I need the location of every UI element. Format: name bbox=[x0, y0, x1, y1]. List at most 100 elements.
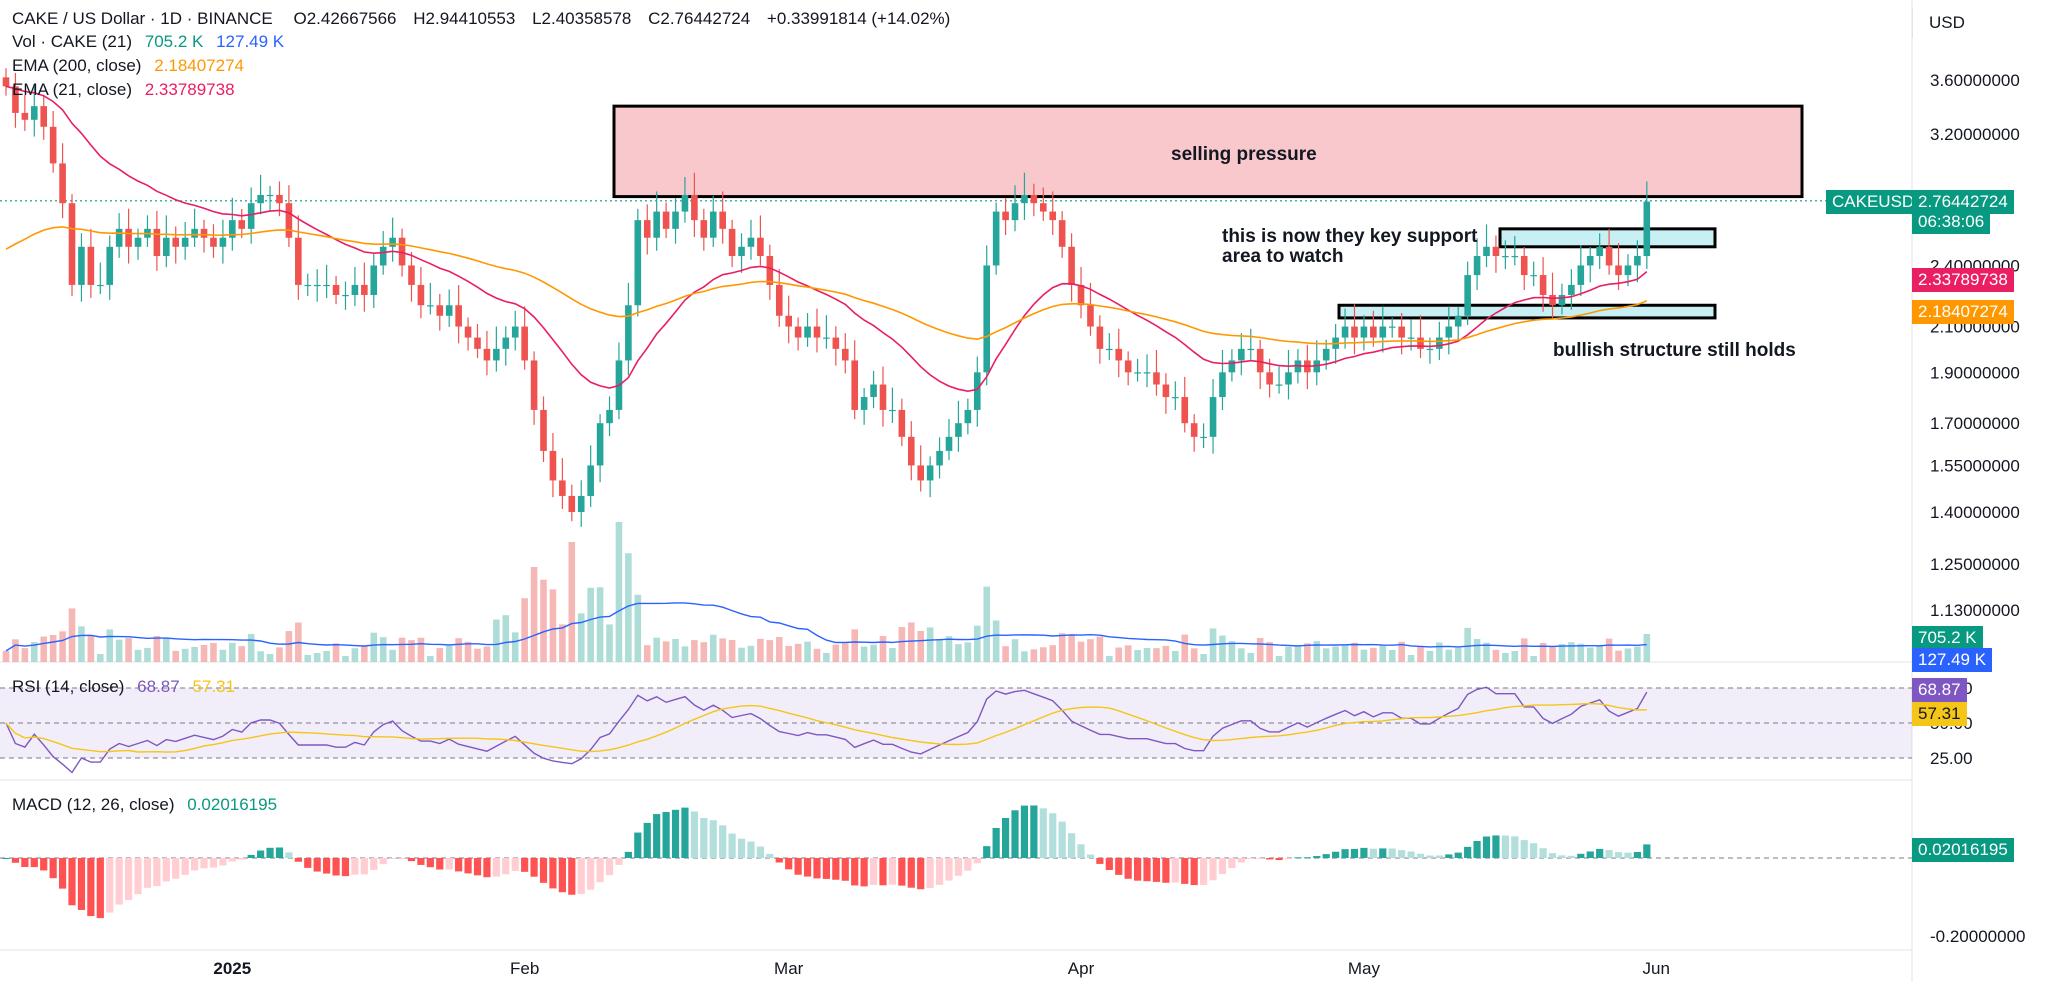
currency-selector[interactable]: USD bbox=[1912, 8, 2048, 38]
candle-body bbox=[200, 228, 208, 238]
symbol-tag: CAKEUSD bbox=[1826, 190, 1921, 214]
volume-bar bbox=[59, 631, 66, 662]
macd-bar bbox=[209, 858, 218, 868]
volume-bar bbox=[1586, 647, 1594, 662]
volume-bar bbox=[662, 641, 670, 662]
candle-body bbox=[1615, 265, 1622, 276]
rsi-legend[interactable]: RSI (14, close) 68.87 57.31 bbox=[12, 676, 235, 698]
volume-bar bbox=[1153, 648, 1160, 662]
macd-bar bbox=[1492, 835, 1500, 858]
macd-bar bbox=[785, 858, 793, 870]
macd-bar bbox=[1530, 843, 1538, 858]
candle-body bbox=[276, 194, 283, 204]
volume-bar bbox=[1615, 650, 1622, 662]
volume-bar bbox=[87, 635, 95, 662]
candle-body bbox=[559, 480, 566, 496]
candle-body bbox=[700, 220, 708, 238]
macd-bar bbox=[228, 858, 236, 862]
volume-bar bbox=[276, 647, 283, 662]
candle-body bbox=[1624, 265, 1632, 276]
vol-legend[interactable]: Vol · CAKE (21) 705.2 K 127.49 K bbox=[12, 31, 284, 53]
volume-bar bbox=[1115, 647, 1123, 662]
candle-body bbox=[1030, 194, 1038, 204]
candle-body bbox=[2, 77, 10, 87]
volume-bar bbox=[285, 631, 293, 662]
candles[interactable] bbox=[2, 68, 1651, 527]
ohlc-change: +0.33991814 (+14.02%) bbox=[766, 9, 951, 28]
macd-bar bbox=[1633, 851, 1641, 858]
volume-bar bbox=[851, 629, 858, 662]
candle-body bbox=[983, 265, 991, 373]
rsi-line bbox=[5, 686, 1648, 774]
volume-bar bbox=[12, 639, 19, 662]
volume-bar bbox=[30, 642, 38, 662]
volume-bar bbox=[945, 636, 953, 662]
zone-key-support bbox=[1498, 227, 1717, 249]
macd-bar bbox=[1388, 848, 1396, 858]
ema21-legend[interactable]: EMA (21, close) 2.33789738 bbox=[12, 79, 235, 101]
volume-bar bbox=[785, 645, 792, 662]
macd-bar bbox=[587, 858, 595, 890]
macd-bar bbox=[1332, 851, 1340, 858]
macd-bar bbox=[983, 846, 991, 858]
volume-bar bbox=[106, 629, 114, 662]
volume-bar bbox=[1266, 642, 1273, 662]
candle-body bbox=[125, 228, 132, 247]
volume-bar bbox=[40, 636, 48, 662]
candle-body bbox=[1285, 372, 1292, 385]
candle-body bbox=[1153, 372, 1160, 385]
macd-bar bbox=[492, 858, 500, 877]
candle-body bbox=[945, 436, 953, 451]
volume-bar bbox=[530, 567, 538, 662]
symbol-title[interactable]: CAKE / US Dollar · 1D · BINANCE bbox=[12, 9, 273, 28]
candle-body bbox=[785, 315, 792, 327]
macd-bar bbox=[40, 858, 48, 871]
volume-bar bbox=[163, 638, 170, 662]
candle-body bbox=[775, 284, 783, 316]
macd-bar bbox=[426, 858, 434, 868]
macd-value: 0.02016195 bbox=[187, 795, 278, 814]
macd-bar bbox=[370, 858, 378, 870]
volume-bar bbox=[568, 542, 576, 662]
candle-body bbox=[1275, 384, 1283, 386]
price-tick-label: 1.40000000 bbox=[1930, 503, 2020, 522]
candle-body bbox=[313, 284, 321, 287]
volume-bar bbox=[1030, 649, 1038, 662]
macd-bar bbox=[1369, 848, 1377, 858]
volume-bar bbox=[747, 645, 755, 662]
candle-body bbox=[936, 450, 943, 466]
macd-bar bbox=[1501, 835, 1509, 858]
zones bbox=[0, 104, 1912, 320]
volume-bar bbox=[398, 637, 406, 662]
ema21-line bbox=[5, 85, 1648, 393]
candle-body bbox=[1256, 348, 1264, 373]
candle-body bbox=[870, 384, 877, 398]
candle-body bbox=[210, 237, 217, 247]
macd-bar bbox=[794, 858, 802, 875]
candle-body bbox=[181, 237, 189, 247]
candle-body bbox=[1209, 397, 1217, 437]
volume-bar bbox=[97, 654, 104, 662]
candle-body bbox=[625, 305, 632, 361]
volume-bar bbox=[1096, 636, 1104, 662]
price-tick-label: 1.90000000 bbox=[1930, 363, 2020, 382]
candle-body bbox=[1473, 256, 1481, 276]
macd-bar bbox=[747, 841, 755, 858]
volume-bar bbox=[1502, 653, 1509, 662]
volume-bar bbox=[1040, 647, 1047, 662]
ohlc-high: H2.94410553 bbox=[413, 9, 516, 28]
volume-bar bbox=[257, 651, 264, 662]
volume-bar bbox=[926, 627, 934, 662]
macd-legend[interactable]: MACD (12, 26, close) 0.02016195 bbox=[12, 794, 277, 816]
volume-bar bbox=[1445, 649, 1453, 662]
candle-body bbox=[153, 228, 161, 257]
candle-body bbox=[832, 337, 840, 349]
annotation-support-line1: this is now they key support bbox=[1222, 226, 1478, 247]
volume-bar bbox=[1407, 655, 1415, 662]
volume-bar bbox=[78, 626, 85, 662]
candle-body bbox=[757, 237, 764, 257]
candle-body bbox=[1445, 326, 1453, 338]
ema200-legend[interactable]: EMA (200, close) 2.18407274 bbox=[12, 55, 244, 77]
candle-body bbox=[379, 246, 387, 266]
